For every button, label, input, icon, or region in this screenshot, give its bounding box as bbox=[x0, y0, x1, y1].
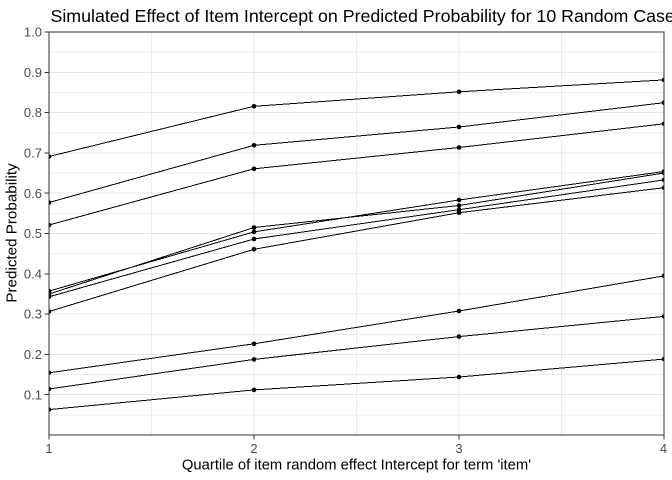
svg-text:1: 1 bbox=[45, 441, 52, 456]
svg-text:1.0: 1.0 bbox=[24, 25, 42, 40]
svg-text:0.2: 0.2 bbox=[24, 347, 42, 362]
svg-text:2: 2 bbox=[250, 441, 257, 456]
svg-text:3: 3 bbox=[455, 441, 462, 456]
svg-text:0.4: 0.4 bbox=[24, 266, 42, 281]
svg-text:0.3: 0.3 bbox=[24, 307, 42, 322]
svg-text:0.6: 0.6 bbox=[24, 186, 42, 201]
svg-text:Quartile of item random effect: Quartile of item random effect Intercept… bbox=[182, 458, 531, 474]
svg-text:0.8: 0.8 bbox=[24, 105, 42, 120]
svg-text:4: 4 bbox=[660, 441, 667, 456]
svg-text:Simulated Effect of Item Inter: Simulated Effect of Item Intercept on Pr… bbox=[51, 6, 672, 26]
svg-text:0.9: 0.9 bbox=[24, 65, 42, 80]
svg-text:0.5: 0.5 bbox=[24, 226, 42, 241]
svg-text:Predicted Probability: Predicted Probability bbox=[4, 163, 21, 303]
svg-text:0.7: 0.7 bbox=[24, 146, 42, 161]
svg-text:0.1: 0.1 bbox=[24, 387, 42, 402]
